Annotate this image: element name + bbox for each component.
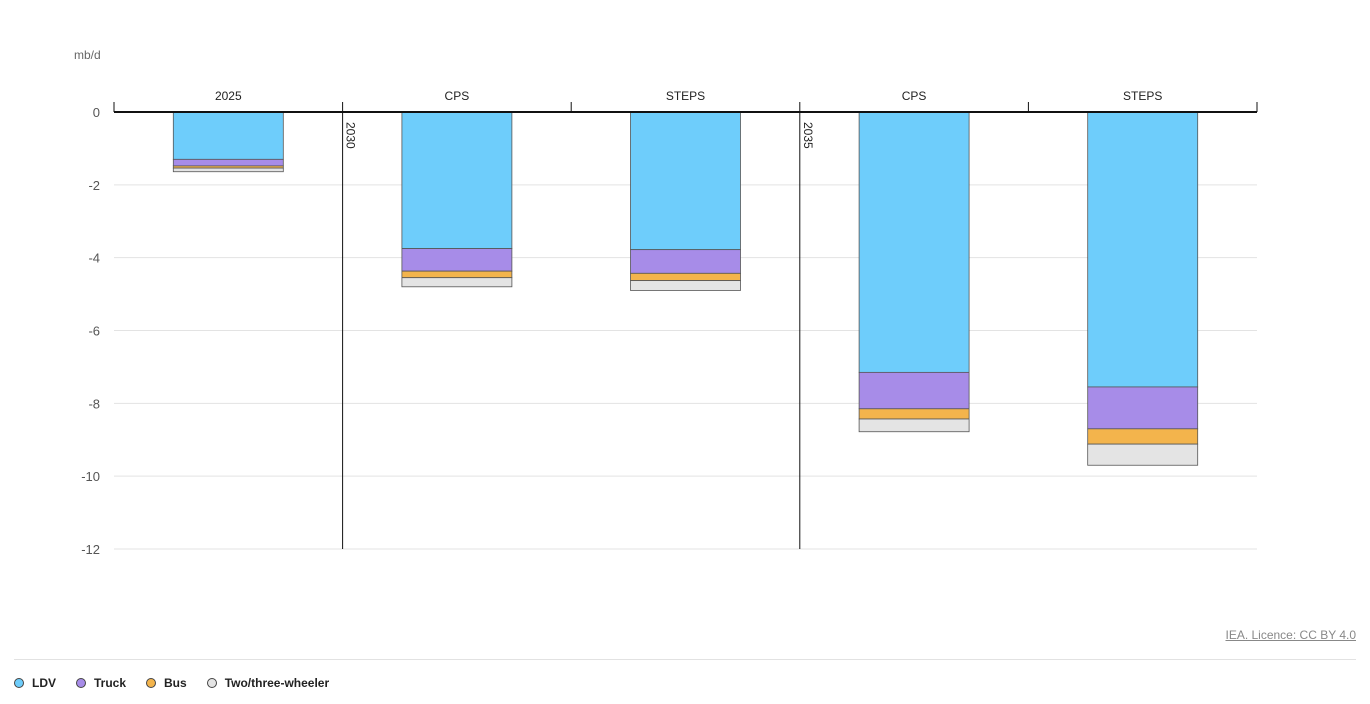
bar-two-three-wheeler xyxy=(172,167,284,173)
legend-label-two-three-wheeler: Two/three-wheeler xyxy=(224,676,330,690)
category-label: CPS xyxy=(902,89,927,103)
bar-two-three-wheeler xyxy=(401,277,513,288)
bars xyxy=(172,111,1199,466)
bar-truck xyxy=(401,248,513,272)
y-tick-label: -2 xyxy=(88,178,100,193)
legend: LDV Truck Bus Two/three-wheeler xyxy=(14,676,329,690)
bar-ldv xyxy=(630,111,741,251)
legend-label-bus: Bus xyxy=(164,676,187,690)
bar-truck xyxy=(172,158,284,167)
axes: 0 -2 -4 -6 -8 -10 -12 2025 CPS STEPS CPS STEPS 2030 2… xyxy=(81,89,1258,557)
legend-swatch-two-three-wheeler xyxy=(206,678,217,688)
licence-link[interactable]: IEA. Licence: CC BY 4.0 xyxy=(1225,628,1356,642)
grid xyxy=(114,184,1257,550)
legend-item-ldv[interactable]: LDV xyxy=(14,676,56,690)
group-label: 2030 xyxy=(344,122,358,149)
bar-truck xyxy=(1087,386,1199,430)
y-tick-label: -4 xyxy=(88,251,100,266)
y-axis-unit-label: mb/d xyxy=(74,48,101,62)
bar-two-three-wheeler xyxy=(630,280,741,291)
y-tick-label: 0 xyxy=(93,105,100,120)
bar-bus xyxy=(630,272,741,282)
bar-truck xyxy=(858,371,970,410)
legend-swatch-bus xyxy=(146,678,157,688)
legend-swatch-truck xyxy=(76,678,86,688)
legend-item-two-three-wheeler[interactable]: Two/three-wheeler xyxy=(206,676,330,690)
bar-ldv xyxy=(401,111,513,249)
bar-truck xyxy=(630,249,741,274)
group-label: 2035 xyxy=(801,122,815,149)
bar-bus xyxy=(401,270,513,279)
bar-ldv xyxy=(1087,111,1199,388)
category-label: STEPS xyxy=(1123,89,1162,103)
chart: mb/d 0 -2 -4 -6 -8 -10 -12 2025 CPS STEPS CPS STEPS… xyxy=(74,48,1258,557)
bar-two-three-wheeler xyxy=(858,418,970,433)
bar-bus xyxy=(858,408,970,420)
y-tick-label: -6 xyxy=(88,324,100,339)
legend-label-truck: Truck xyxy=(94,676,127,690)
legend-label-ldv: LDV xyxy=(32,676,56,690)
legend-swatch-ldv xyxy=(14,678,24,688)
y-tick-label: -8 xyxy=(88,396,100,411)
legend-item-bus[interactable]: Bus xyxy=(146,676,187,690)
category-label: CPS xyxy=(445,89,470,103)
bar-two-three-wheeler xyxy=(1087,443,1199,466)
bar-ldv xyxy=(858,111,970,373)
y-tick-label: -10 xyxy=(81,469,100,484)
category-label: 2025 xyxy=(215,89,242,103)
category-label: STEPS xyxy=(666,89,705,103)
bar-ldv xyxy=(172,111,284,160)
legend-item-truck[interactable]: Truck xyxy=(76,676,126,690)
y-tick-label: -12 xyxy=(81,542,100,557)
bar-bus xyxy=(1087,428,1199,445)
legend-divider xyxy=(14,659,1356,660)
